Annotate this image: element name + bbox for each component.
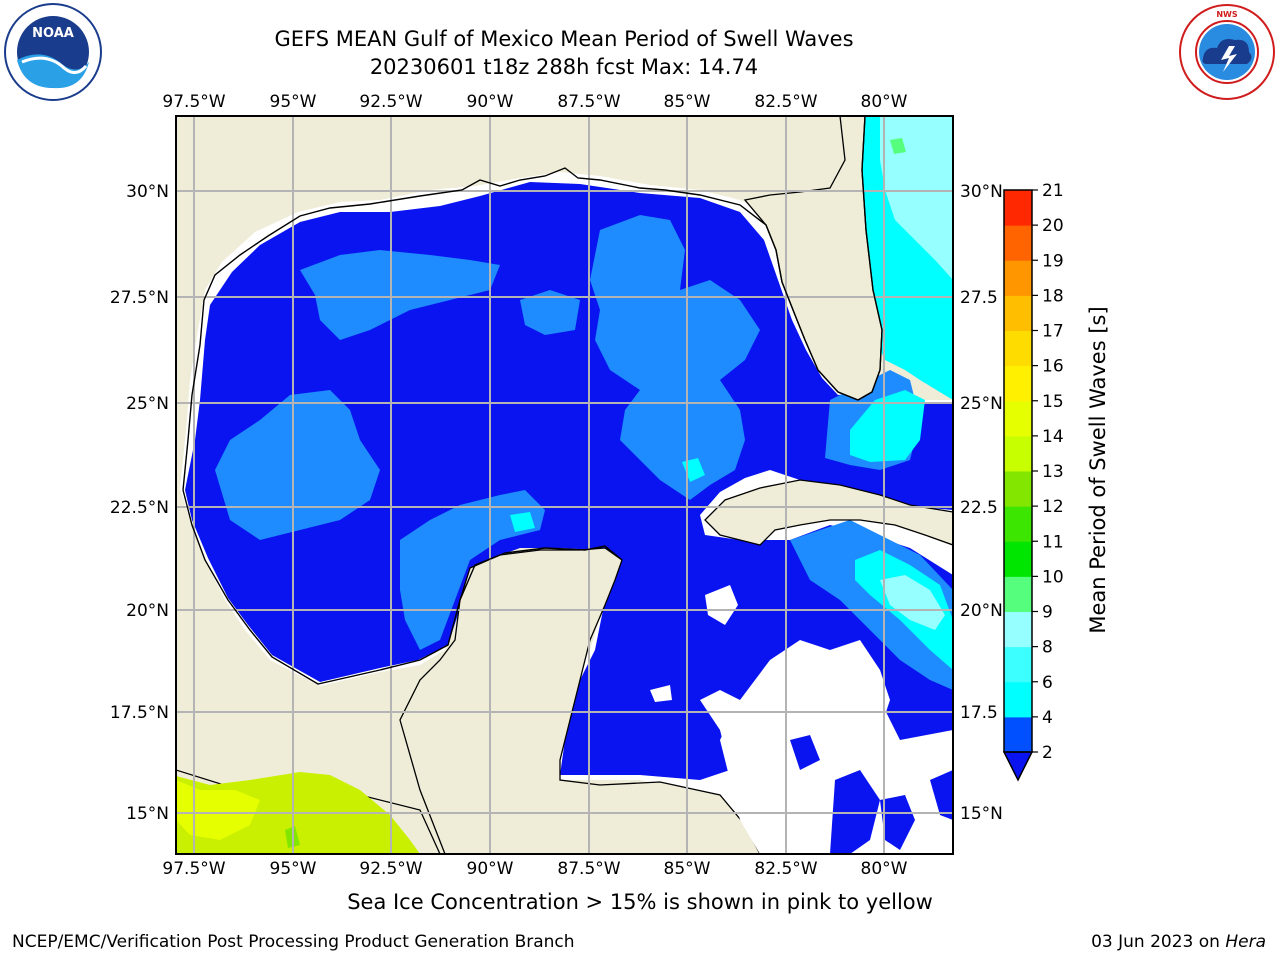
- lat-label: 27.5: [960, 288, 998, 308]
- colorbar-swatch: [1004, 190, 1032, 226]
- lon-label: 90°W: [467, 859, 514, 879]
- sea-ice-note: Sea Ice Concentration > 15% is shown in …: [347, 890, 933, 914]
- colorbar-tick-label: 9: [1042, 603, 1053, 623]
- noaa-logo: NOAA: [4, 3, 102, 101]
- colorbar-tick-label: 13: [1042, 462, 1064, 482]
- lat-label: 22.5: [960, 498, 998, 518]
- period-8-9-regions: [880, 116, 953, 630]
- lat-label: 27.5°N: [110, 288, 169, 308]
- footer-date-prefix: 03 Jun 2023 on: [1091, 932, 1226, 952]
- colorbar-tick-label: 15: [1042, 392, 1064, 412]
- colorbar-swatch: [1004, 400, 1032, 437]
- lat-label: 17.5°N: [110, 703, 169, 723]
- lon-label: 85°W: [664, 92, 711, 112]
- colorbar-swatch: [1004, 681, 1032, 718]
- nws-logo: NWS: [1179, 4, 1275, 100]
- lat-label: 30°N: [126, 182, 169, 202]
- lat-label: 20°N: [960, 601, 1003, 621]
- colorbar-tick-label: 17: [1042, 322, 1064, 342]
- lon-label: 92.5°W: [359, 859, 422, 879]
- lon-label: 87.5°W: [557, 92, 620, 112]
- colorbar-tick-label: 21: [1042, 181, 1064, 201]
- colorbar-tick-label: 12: [1042, 497, 1064, 517]
- colorbar-swatch: [1004, 225, 1032, 261]
- graticule: [176, 116, 953, 854]
- colorbar-tick-label: 6: [1042, 673, 1053, 693]
- colorbar-swatch: [1004, 611, 1032, 648]
- lon-label: 95°W: [270, 92, 317, 112]
- lon-label: 80°W: [861, 92, 908, 112]
- lat-label: 30°N: [960, 182, 1003, 202]
- lat-label: 25°N: [126, 394, 169, 414]
- lon-labels-top: 97.5°W 95°W 92.5°W 90°W 87.5°W 85°W 82.5…: [162, 92, 907, 112]
- gulf-coastline: [182, 116, 883, 491]
- lon-label: 85°W: [664, 859, 711, 879]
- colorbar-swatch: [1004, 576, 1032, 612]
- period-9-10-patch: [890, 138, 906, 154]
- cuba-island: [704, 479, 953, 546]
- lat-label: 15°N: [126, 804, 169, 824]
- lon-label: 95°W: [270, 859, 317, 879]
- lat-label: 22.5°N: [110, 498, 169, 518]
- colorbar-tick-label: 8: [1042, 638, 1053, 658]
- colorbar-tick-label: 2: [1042, 743, 1053, 763]
- colorbar-tick-label: 10: [1042, 567, 1064, 587]
- colorbar-tick-label: 4: [1042, 708, 1053, 728]
- lat-label: 25°N: [960, 394, 1003, 414]
- colorbar-legend: 2 4 6 8 9 10 11 12 13 14 15 16 17 18 19 20 21: [1002, 181, 1064, 782]
- lon-label: 82.5°W: [754, 859, 817, 879]
- lon-label: 90°W: [467, 92, 514, 112]
- colorbar-tick-label: 11: [1042, 532, 1064, 552]
- colorbar-swatch: [1004, 365, 1032, 402]
- colorbar-tick-label: 16: [1042, 357, 1064, 377]
- footer-credit: NCEP/EMC/Verification Post Processing Pr…: [12, 932, 575, 952]
- lon-label: 80°W: [861, 859, 908, 879]
- lon-label: 92.5°W: [359, 92, 422, 112]
- colorbar-swatch: [1004, 506, 1032, 542]
- period-4-6-regions: [215, 215, 953, 690]
- colorbar-tick-label: 19: [1042, 251, 1064, 271]
- lon-labels-bottom: 97.5°W 95°W 92.5°W 90°W 87.5°W 85°W 82.5…: [162, 859, 907, 879]
- map-frame: [175, 115, 954, 855]
- lon-label: 97.5°W: [162, 92, 225, 112]
- colorbar-swatch: [1004, 330, 1032, 367]
- lat-label: 20°N: [126, 601, 169, 621]
- colorbar-swatch: [1004, 435, 1032, 472]
- lat-labels-right: 30°N 27.5 25°N 22.5 20°N 17.5 15°N: [960, 182, 1003, 824]
- colorbar-label: Mean Period of Swell Waves [s]: [1086, 306, 1110, 633]
- svg-text:NWS: NWS: [1216, 10, 1238, 19]
- colorbar-swatch: [1004, 295, 1032, 331]
- colorbar-tick-label: 18: [1042, 286, 1064, 306]
- colorbar-tick-label: 14: [1042, 427, 1064, 447]
- map-title: GEFS MEAN Gulf of Mexico Mean Period of …: [274, 27, 854, 51]
- period-2-4-region: [185, 182, 953, 780]
- lat-labels-left: 30°N 27.5°N 25°N 22.5°N 20°N 17.5°N 15°N: [110, 182, 169, 824]
- footer-host: Hera: [1225, 932, 1266, 952]
- lon-label: 82.5°W: [754, 92, 817, 112]
- footer-date: 03 Jun 2023 on Hera: [1091, 932, 1266, 952]
- colorbar-swatch: [1004, 646, 1032, 683]
- noaa-logo-text: NOAA: [32, 26, 74, 41]
- colorbar-swatch: [1004, 716, 1032, 753]
- colorbar-swatch: [1004, 541, 1032, 577]
- colorbar-swatch: [1004, 260, 1032, 296]
- colorbar-extend-arrow: [1002, 751, 1034, 782]
- lon-label: 97.5°W: [162, 859, 225, 879]
- lat-label: 15°N: [960, 804, 1003, 824]
- lat-label: 17.5: [960, 703, 998, 723]
- colorbar-tick-label: 20: [1042, 216, 1064, 236]
- lon-label: 87.5°W: [557, 859, 620, 879]
- map-subtitle: 20230601 t18z 288h fcst Max: 14.74: [369, 55, 759, 79]
- colorbar-swatch: [1004, 471, 1032, 507]
